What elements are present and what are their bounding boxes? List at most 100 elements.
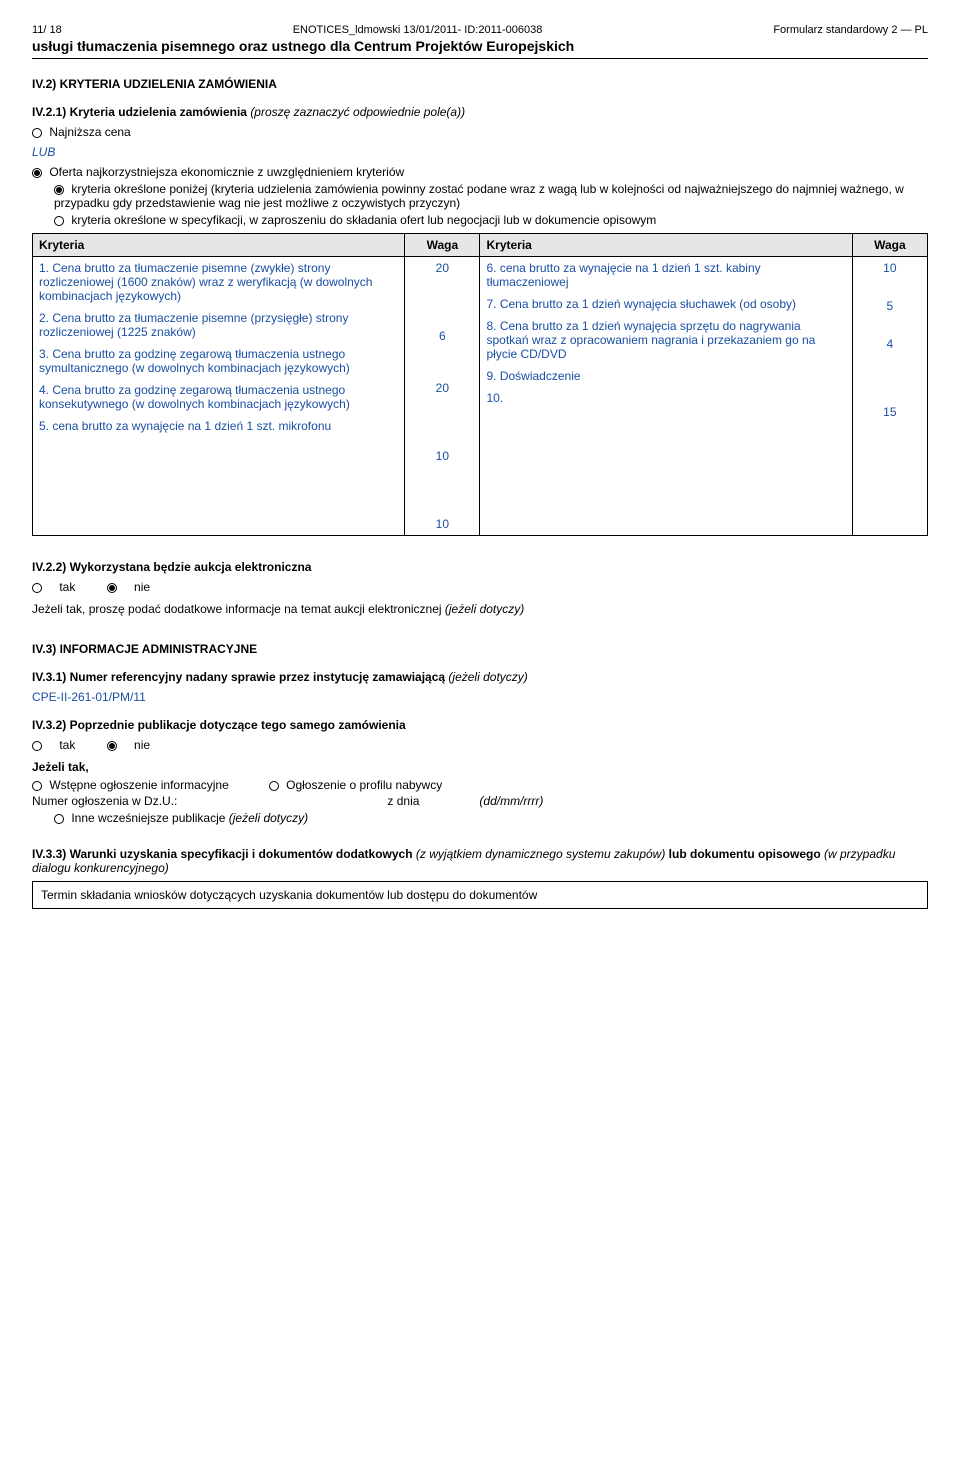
table-row: 1. Cena brutto za tłumaczenie pisemne (z… [33, 257, 928, 536]
prevpub-yes[interactable]: tak [32, 738, 89, 752]
opt-buyer-profile[interactable]: Ogłoszenie o profilu nabywcy [269, 778, 442, 792]
auction-hint: Jeżeli tak, proszę podać dodatkowe infor… [32, 602, 928, 616]
notice-number-row: Numer ogłoszenia w Dz.U.: z dnia (dd/mm/… [32, 794, 928, 808]
iv3-3-box: Termin składania wniosków dotyczących uz… [32, 881, 928, 909]
table-header-row: Kryteria Waga Kryteria Waga [33, 234, 928, 257]
col-waga-2: Waga [852, 234, 927, 257]
divider [32, 58, 928, 59]
col-kryteria-2: Kryteria [480, 234, 852, 257]
yes-label: tak [59, 580, 75, 594]
waga-2: 6 [411, 329, 473, 373]
waga-4: 10 [411, 449, 473, 509]
radio-selected-icon [54, 185, 64, 195]
criteria-right-waga: 10 5 4 15 [852, 257, 927, 536]
waga-7: 5 [859, 299, 921, 329]
iv3-1-ref: CPE-II-261-01/PM/11 [32, 690, 928, 704]
crit-10: 10. [486, 391, 845, 405]
page-number: 11/ 18 [32, 24, 62, 36]
iv3-1-title-text: IV.3.1) Numer referencyjny nadany sprawi… [32, 670, 448, 684]
opt-lowest-label: Najniższa cena [49, 125, 130, 139]
opt-criteria-spec[interactable]: kryteria określone w specyfikacji, w zap… [54, 213, 928, 227]
radio-empty-icon [32, 128, 42, 138]
radio-selected-icon [32, 168, 42, 178]
radio-empty-icon [32, 781, 42, 791]
iv3-title: IV.3) INFORMACJE ADMINISTRACYJNE [32, 642, 928, 656]
opt-lowest-price[interactable]: Najniższa cena [32, 125, 928, 139]
iv3-1-title-paren: (jeżeli dotyczy) [448, 670, 527, 684]
crit-3: 3. Cena brutto za godzinę zegarową tłuma… [39, 347, 398, 375]
crit-9: 9. Doświadczenie [486, 369, 845, 383]
waga-8: 4 [859, 337, 921, 397]
opt-other-pub-paren: (jeżeli dotyczy) [229, 811, 308, 825]
opt-best-offer[interactable]: Oferta najkorzystniejsza ekonomicznie z … [32, 165, 928, 179]
crit-8: 8. Cena brutto za 1 dzień wynajęcia sprz… [486, 319, 845, 361]
opt-prior-info-label: Wstępne ogłoszenie informacyjne [49, 778, 228, 792]
page: 11/ 18 ENOTICES_ldmowski 13/01/2011- ID:… [0, 0, 960, 949]
if-yes-label: Jeżeli tak, [32, 760, 928, 774]
radio-empty-icon [32, 741, 42, 751]
iv2-1-title-paren: (proszę zaznaczyć odpowiednie pole(a)) [250, 105, 465, 119]
crit-5: 5. cena brutto za wynajęcie na 1 dzień 1… [39, 419, 398, 433]
crit-2: 2. Cena brutto za tłumaczenie pisemne (p… [39, 311, 398, 339]
iv3-3-title: IV.3.3) Warunki uzyskania specyfikacji i… [32, 847, 928, 875]
radio-empty-icon [32, 583, 42, 593]
opt-other-pub-label: Inne wcześniejsze publikacje [71, 811, 228, 825]
waga-9: 15 [859, 405, 921, 421]
opt-best-offer-label: Oferta najkorzystniejsza ekonomicznie z … [49, 165, 404, 179]
crit-1: 1. Cena brutto za tłumaczenie pisemne (z… [39, 261, 398, 303]
criteria-right-cell: 6. cena brutto za wynajęcie na 1 dzień 1… [480, 257, 852, 536]
prevpub-no[interactable]: nie [107, 738, 164, 752]
crit-4: 4. Cena brutto za godzinę zegarową tłuma… [39, 383, 398, 411]
radio-empty-icon [54, 814, 64, 824]
prevpub-yn: tak nie [32, 738, 928, 752]
opt-criteria-below[interactable]: kryteria określone poniżej (kryteria udz… [54, 182, 928, 210]
no-label: nie [134, 580, 150, 594]
radio-selected-icon [107, 583, 117, 593]
no-label: nie [134, 738, 150, 752]
radio-selected-icon [107, 741, 117, 751]
zdnia-label: z dnia [387, 794, 419, 808]
yes-label: tak [59, 738, 75, 752]
auction-no[interactable]: nie [107, 580, 164, 594]
col-kryteria-1: Kryteria [33, 234, 405, 257]
auction-yn: tak nie [32, 580, 928, 594]
criteria-table: Kryteria Waga Kryteria Waga 1. Cena brut… [32, 233, 928, 536]
opt-other-pub[interactable]: Inne wcześniejsze publikacje (jeżeli dot… [54, 811, 928, 825]
date-format-label: (dd/mm/rrrr) [479, 794, 543, 808]
crit-7: 7. Cena brutto za 1 dzień wynajęcia słuc… [486, 297, 845, 311]
iv3-3-a: IV.3.3) Warunki uzyskania specyfikacji i… [32, 847, 416, 861]
opt-buyer-profile-label: Ogłoszenie o profilu nabywcy [286, 778, 442, 792]
auction-yes[interactable]: tak [32, 580, 89, 594]
iv3-3-box-text: Termin składania wniosków dotyczących uz… [41, 888, 537, 902]
iv2-1-title-text: IV.2.1) Kryteria udzielenia zamówienia [32, 105, 250, 119]
criteria-left-waga: 20 6 20 10 10 [405, 257, 480, 536]
notice-number-label: Numer ogłoszenia w Dz.U.: [32, 794, 177, 808]
crit-6: 6. cena brutto za wynajęcie na 1 dzień 1… [486, 261, 845, 289]
criteria-left-cell: 1. Cena brutto za tłumaczenie pisemne (z… [33, 257, 405, 536]
waga-6: 10 [859, 261, 921, 291]
opt-criteria-below-label: kryteria określone poniżej (kryteria udz… [54, 182, 904, 210]
col-waga-1: Waga [405, 234, 480, 257]
opt-criteria-spec-label: kryteria określone w specyfikacji, w zap… [71, 213, 656, 227]
subtitle: usługi tłumaczenia pisemnego oraz ustneg… [32, 38, 928, 54]
iv3-1-title: IV.3.1) Numer referencyjny nadany sprawi… [32, 670, 928, 684]
waga-3: 20 [411, 381, 473, 441]
waga-5: 10 [411, 517, 473, 531]
iv2-1-title: IV.2.1) Kryteria udzielenia zamówienia (… [32, 105, 928, 119]
waga-1: 20 [411, 261, 473, 321]
lub-label: LUB [32, 145, 928, 159]
pub-options-row: Wstępne ogłoszenie informacyjne Ogłoszen… [32, 778, 928, 792]
iv3-3-b: lub dokumentu opisowego [665, 847, 824, 861]
form-label: Formularz standardowy 2 — PL [773, 24, 928, 36]
iv3-3-paren1: (z wyjątkiem dynamicznego systemu zakupó… [416, 847, 665, 861]
auction-hint-paren: (jeżeli dotyczy) [445, 602, 524, 616]
header-row: 11/ 18 ENOTICES_ldmowski 13/01/2011- ID:… [32, 24, 928, 36]
iv2-2-title: IV.2.2) Wykorzystana będzie aukcja elekt… [32, 560, 928, 574]
iv3-2-title: IV.3.2) Poprzednie publikacje dotyczące … [32, 718, 928, 732]
iv2-title: IV.2) KRYTERIA UDZIELENIA ZAMÓWIENIA [32, 77, 928, 91]
doc-id: ENOTICES_ldmowski 13/01/2011- ID:2011-00… [62, 24, 774, 36]
opt-prior-info[interactable]: Wstępne ogłoszenie informacyjne [32, 778, 229, 792]
radio-empty-icon [54, 216, 64, 226]
radio-empty-icon [269, 781, 279, 791]
auction-hint-text: Jeżeli tak, proszę podać dodatkowe infor… [32, 602, 445, 616]
